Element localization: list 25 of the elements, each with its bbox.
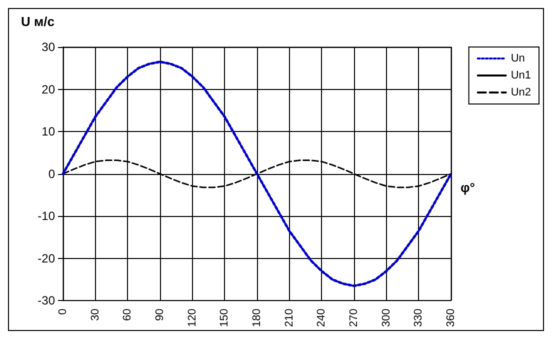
x-tick-label: 360	[445, 308, 457, 328]
x-tick-label: 210	[283, 308, 296, 328]
x-tick-label: 300	[380, 308, 392, 328]
y-axis-title: U м/с	[21, 14, 54, 29]
legend-label: Un	[510, 52, 525, 64]
x-tick-label: 90	[154, 308, 166, 321]
x-tick-label: 60	[122, 308, 134, 321]
x-tick-label: 180	[251, 308, 263, 328]
legend-label: Un1	[510, 70, 532, 82]
x-tick-label: 270	[348, 308, 360, 328]
x-tick-label: 30	[89, 308, 102, 321]
y-tick-label: 20	[42, 82, 56, 96]
x-tick-label: 120	[186, 308, 198, 328]
x-axis-title: φ°	[460, 180, 475, 195]
x-tick-label: 240	[316, 308, 328, 328]
x-tick-label: 150	[218, 308, 231, 328]
y-tick-label: 0	[48, 166, 56, 181]
y-tick-label: -10	[38, 209, 56, 224]
y-tick-label: 10	[42, 124, 56, 139]
x-tick-label: 330	[412, 308, 425, 328]
y-tick-label: -30	[38, 294, 56, 308]
y-tick-label: -20	[38, 251, 56, 266]
legend-label: Un2	[510, 86, 532, 98]
y-tick-label: 30	[42, 40, 56, 54]
x-tick-label: 0	[57, 308, 69, 315]
